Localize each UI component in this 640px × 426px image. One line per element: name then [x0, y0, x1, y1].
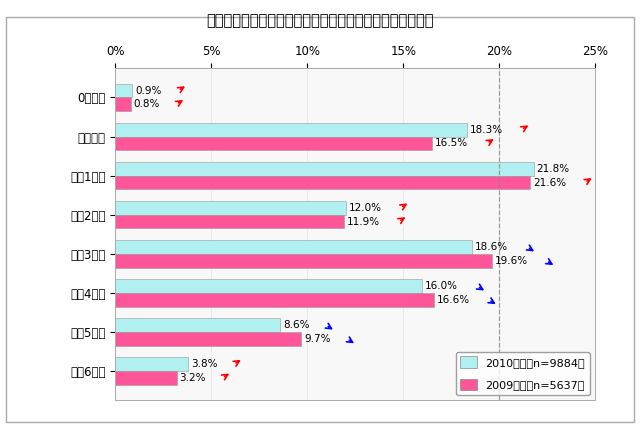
Text: 19.6%: 19.6%: [494, 256, 527, 266]
Bar: [115, 371, 177, 385]
Bar: [115, 293, 434, 307]
Legend: 2010年度（n=9884）, 2009年度（n=5637）: 2010年度（n=9884）, 2009年度（n=5637）: [456, 352, 589, 395]
Text: 18.3%: 18.3%: [469, 125, 502, 135]
Text: 【図１】インターネットを利用開始した学年（単一回答）: 【図１】インターネットを利用開始した学年（単一回答）: [206, 13, 434, 28]
Text: 9.7%: 9.7%: [304, 334, 331, 344]
Bar: [115, 176, 530, 189]
Bar: [115, 123, 467, 137]
Text: 3.2%: 3.2%: [179, 373, 206, 383]
Bar: [115, 137, 432, 150]
Bar: [115, 279, 422, 293]
Bar: [115, 162, 534, 176]
Text: 18.6%: 18.6%: [475, 242, 508, 252]
Bar: [115, 215, 344, 228]
Text: 0.9%: 0.9%: [136, 86, 162, 96]
Text: 3.8%: 3.8%: [191, 359, 218, 369]
Bar: [115, 201, 346, 215]
Bar: [115, 332, 301, 346]
Bar: [115, 240, 472, 254]
Bar: [115, 357, 188, 371]
Bar: [115, 318, 280, 332]
Text: 11.9%: 11.9%: [347, 216, 380, 227]
Text: 16.5%: 16.5%: [435, 138, 468, 148]
Text: 16.6%: 16.6%: [436, 295, 470, 305]
Text: 0.8%: 0.8%: [134, 99, 160, 109]
Text: 16.0%: 16.0%: [425, 281, 458, 291]
Text: 21.8%: 21.8%: [536, 164, 570, 174]
Text: 21.6%: 21.6%: [532, 178, 566, 187]
Text: 8.6%: 8.6%: [283, 320, 310, 330]
Bar: [115, 254, 492, 268]
Text: 12.0%: 12.0%: [349, 203, 381, 213]
Bar: [115, 98, 131, 111]
Bar: [115, 84, 132, 98]
